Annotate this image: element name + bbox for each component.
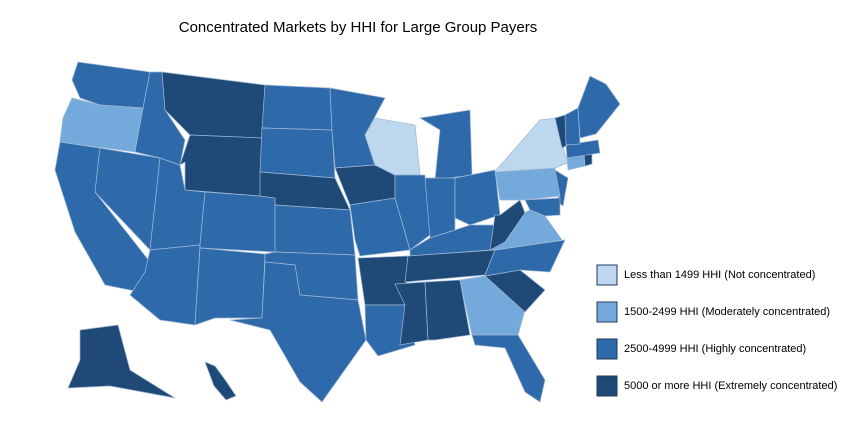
state xyxy=(394,281,429,346)
state xyxy=(424,279,471,341)
legend-label: 5000 or more HHI (Extremely concentrated… xyxy=(624,380,837,392)
state xyxy=(274,204,356,256)
legend-label: 2500-4999 HHI (Highly concentrated) xyxy=(624,343,806,355)
state xyxy=(418,109,473,181)
map-title: Concentrated Markets by HHI for Large Gr… xyxy=(179,19,538,36)
legend-swatch xyxy=(596,264,618,286)
state xyxy=(564,107,581,146)
state xyxy=(454,169,501,226)
legend-label: 1500-2499 HHI (Moderately concentrated) xyxy=(624,306,830,318)
state xyxy=(489,199,526,251)
state xyxy=(394,174,431,251)
state xyxy=(199,191,276,253)
state xyxy=(459,275,526,336)
legend-label: Less than 1499 HHI (Not concentrated) xyxy=(624,269,815,281)
state xyxy=(494,167,561,201)
state xyxy=(204,361,237,401)
state xyxy=(349,197,411,257)
legend-swatch xyxy=(596,375,618,397)
state xyxy=(67,324,176,399)
state xyxy=(471,334,546,403)
legend-swatch xyxy=(596,301,618,323)
state xyxy=(259,127,336,179)
legend-swatch xyxy=(596,338,618,360)
state xyxy=(357,255,409,306)
state xyxy=(424,177,456,239)
state xyxy=(577,75,621,139)
state xyxy=(524,197,561,217)
state xyxy=(194,247,266,326)
state xyxy=(179,134,263,197)
state xyxy=(261,84,333,131)
state xyxy=(229,261,367,403)
